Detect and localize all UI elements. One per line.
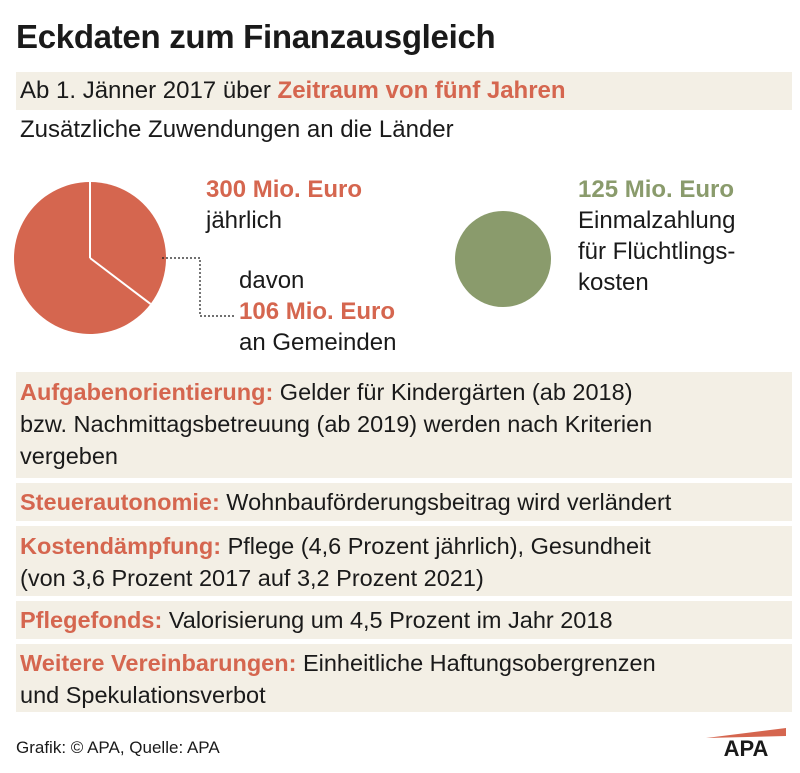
item-line: vergeben xyxy=(20,443,118,469)
pie-amount: 300 Mio. Euro xyxy=(206,176,363,203)
item-line: Pflegefonds: Valorisierung um 4,5 Prozen… xyxy=(20,604,792,636)
item-line: und Spekulationsverbot xyxy=(20,682,266,708)
refugee-line2: für Flüchtlings- xyxy=(578,238,736,265)
refugee-amount: 125 Mio. Euro xyxy=(578,176,735,203)
refugee-circle xyxy=(455,211,551,307)
item-steuerautonomie: Steuerautonomie: Wohnbauförderungsbeitra… xyxy=(16,483,792,521)
item-line: Aufgabenorientierung: Gelder für Kinderg… xyxy=(20,376,792,408)
item-key: Aufgabenorientierung: xyxy=(20,379,274,405)
item-line: Steuerautonomie: Wohnbauförderungsbeitra… xyxy=(20,486,792,518)
pie-frequency: jährlich xyxy=(206,207,283,234)
item-text: Pflege (4,6 Prozent jährlich), Gesundhei… xyxy=(221,533,651,559)
item-text: Valorisierung um 4,5 Prozent im Jahr 201… xyxy=(162,607,613,633)
item-line: (von 3,6 Prozent 2017 auf 3,2 Prozent 20… xyxy=(20,565,484,591)
period-highlight: Zeitraum von fünf Jahren xyxy=(277,77,566,104)
item-key: Kostendämpfung: xyxy=(20,533,222,559)
period-prefix: Ab 1. Jänner 2017 über xyxy=(20,77,278,104)
logo-wedge xyxy=(706,728,786,738)
refugee-line1: Einmalzahlung xyxy=(578,207,736,234)
item-key: Pflegefonds: xyxy=(20,607,163,633)
pie-divider xyxy=(89,257,152,305)
item-line: bzw. Nachmittagsbetreuung (ab 2019) werd… xyxy=(20,411,653,437)
period-band: Ab 1. Jänner 2017 über Zeitraum von fünf… xyxy=(16,72,792,110)
item-pflegefonds: Pflegefonds: Valorisierung um 4,5 Prozen… xyxy=(16,601,792,639)
funding-pie-chart xyxy=(13,182,236,334)
page-title: Eckdaten zum Finanzausgleich xyxy=(16,18,496,55)
gemeinden-amount-wrap: 106 Mio. Euro xyxy=(239,296,395,327)
refugee-amount-wrap: 125 Mio. Euro xyxy=(578,174,734,205)
refugee-line3: kosten xyxy=(578,269,649,296)
gemeinden-amount: 106 Mio. Euro xyxy=(239,298,396,325)
source-credit: Grafik: © APA, Quelle: APA xyxy=(16,738,220,757)
item-weitere-vereinbarungen: Weitere Vereinbarungen: Einheitliche Haf… xyxy=(16,644,792,712)
item-text: Wohnbauförderungsbeitrag wird verländert xyxy=(219,489,672,515)
item-key: Steuerautonomie: xyxy=(20,489,220,515)
item-text: Gelder für Kindergärten (ab 2018) xyxy=(273,379,633,405)
pie-slice-laender xyxy=(13,182,151,334)
gemeinden-label: an Gemeinden xyxy=(239,329,397,356)
davon-label: davon xyxy=(239,267,305,294)
item-line: Kostendämpfung: Pflege (4,6 Prozent jähr… xyxy=(20,530,792,562)
item-line: Weitere Vereinbarungen: Einheitliche Haf… xyxy=(20,647,792,679)
item-text: Einheitliche Haftungsobergrenzen xyxy=(296,650,656,676)
item-kostendaempfung: Kostendämpfung: Pflege (4,6 Prozent jähr… xyxy=(16,526,792,596)
apa-logo: APA xyxy=(706,728,786,758)
logo-text: APA xyxy=(724,736,769,758)
pie-amount-label: 300 Mio. Euro xyxy=(206,174,362,205)
refugee-circle-shape xyxy=(455,211,551,307)
subtitle: Zusätzliche Zuwendungen an die Länder xyxy=(20,116,454,143)
pie-slice-gemeinden xyxy=(90,182,166,304)
item-key: Weitere Vereinbarungen: xyxy=(20,650,297,676)
leader-line xyxy=(162,257,236,317)
item-aufgabenorientierung: Aufgabenorientierung: Gelder für Kinderg… xyxy=(16,372,792,478)
